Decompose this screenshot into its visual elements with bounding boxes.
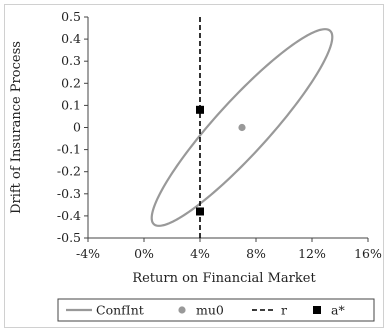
y-tick-label: -0.3 xyxy=(57,186,81,201)
x-tick-label: 12% xyxy=(298,246,326,261)
y-tick-label: 0.3 xyxy=(61,53,81,68)
x-tick-label: 8% xyxy=(246,246,266,261)
legend-a-star-label: a* xyxy=(331,303,345,318)
x-tick-label: 4% xyxy=(190,246,210,261)
x-tick-label: 0% xyxy=(134,246,154,261)
legend-a-star-swatch xyxy=(313,306,321,314)
y-tick-label: -0.1 xyxy=(57,142,81,157)
y-tick-label: -0.5 xyxy=(57,230,81,245)
confint-ellipse xyxy=(150,28,334,227)
legend: ConfInt mu0 r a* xyxy=(57,298,375,322)
y-tick-label: 0.2 xyxy=(61,75,81,90)
y-tick-label: -0.2 xyxy=(57,164,81,179)
legend-r-label: r xyxy=(281,303,287,318)
y-tick-label: 0.4 xyxy=(61,31,81,46)
legend-box xyxy=(57,298,375,322)
y-axis-title: Drift of Insurance Process xyxy=(9,41,24,214)
mu0-point xyxy=(238,123,246,132)
a-star-point xyxy=(196,207,204,216)
a-star-point xyxy=(196,105,204,114)
chart-frame xyxy=(4,4,384,328)
legend-confint-label: ConfInt xyxy=(96,303,144,318)
y-tick-label: 0.1 xyxy=(61,97,81,112)
y-tick-label: 0.5 xyxy=(61,9,81,24)
x-axis-title: Return on Financial Market xyxy=(132,271,316,286)
x-tick-label: -4% xyxy=(76,246,100,261)
legend-mu0-label: mu0 xyxy=(196,303,224,318)
axes: 0.5 0.4 0.3 0.2 0.1 0 -0.1 -0.2 -0.3 -0.4 -0.5-4% 0… xyxy=(9,9,382,286)
y-tick-label: -0.4 xyxy=(57,208,81,223)
y-tick-label: 0 xyxy=(73,120,81,135)
legend-mu0-swatch xyxy=(178,306,186,314)
chart-marks xyxy=(150,17,334,238)
x-tick-label: 16% xyxy=(354,246,382,261)
